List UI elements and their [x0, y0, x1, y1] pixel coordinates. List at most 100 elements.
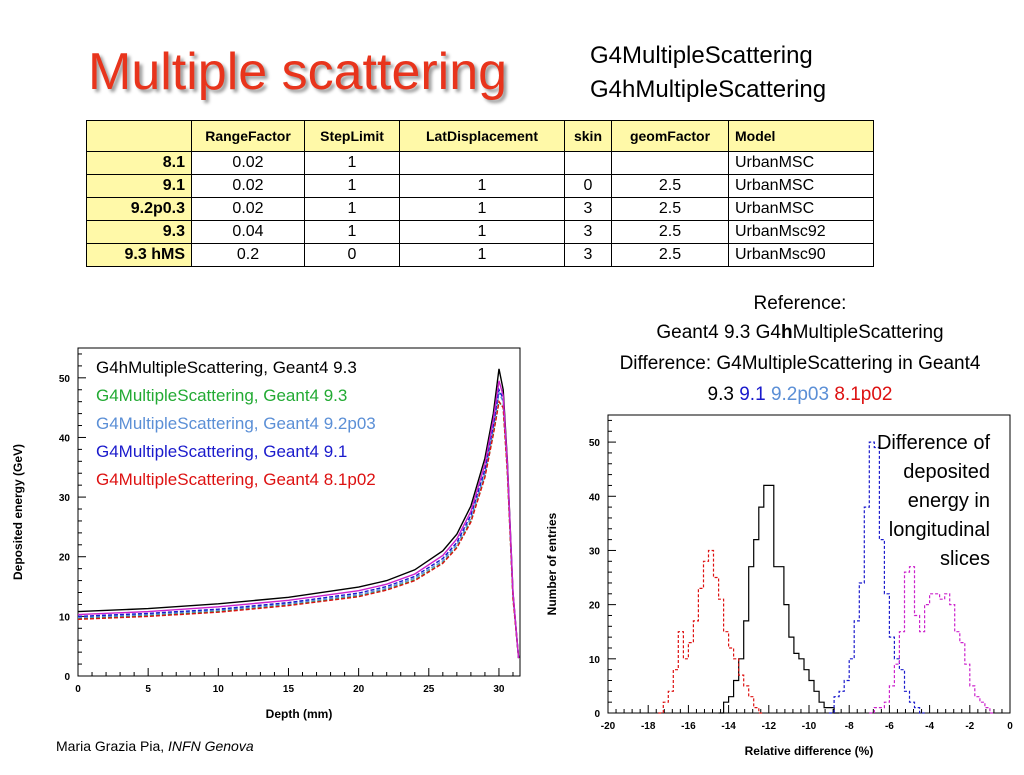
y-tick-label: 50 — [59, 374, 71, 385]
table-cell: 1 — [304, 220, 400, 244]
y-tick-label: 10 — [59, 612, 71, 623]
table-cell: 1 — [399, 243, 565, 267]
table-cell: 2.5 — [611, 243, 729, 267]
x-tick-label: 10 — [213, 684, 225, 695]
deposited-energy-chart: 0 5 10 15 20 25 30 0 10 20 30 40 50 Depth (mm) Deposit… — [11, 347, 521, 721]
table-header-cell — [86, 120, 192, 152]
table-cell-version: 9.3 — [86, 220, 192, 244]
y-tick-label: 50 — [589, 438, 601, 449]
x-tick-label: 5 — [145, 684, 151, 695]
plot-frame — [77, 347, 521, 677]
x-tick-label: -6 — [885, 721, 894, 732]
table-cell: 0 — [564, 174, 612, 198]
x-tick-label: -10 — [802, 721, 817, 732]
y-tick-label: 30 — [589, 546, 601, 557]
x-tick-label: 20 — [353, 684, 365, 695]
series-line-3 — [77, 387, 520, 659]
legend-entry: G4MultipleScattering, Geant4 9.1 — [96, 442, 348, 461]
table-cell-version: 8.1 — [86, 151, 192, 175]
table-header-cell: skin — [564, 120, 612, 152]
table-cell: 0.02 — [191, 197, 305, 221]
x-tick-label: -18 — [641, 721, 656, 732]
parameter-table: RangeFactor StepLimit LatDisplacement sk… — [86, 120, 874, 267]
table-cell: UrbanMsc90 — [728, 243, 874, 267]
x-tick-label: -16 — [681, 721, 696, 732]
author-name: Maria Grazia Pia, — [56, 738, 169, 754]
table-cell: UrbanMSC — [728, 197, 874, 221]
table-cell-version: 9.3 hMS — [86, 243, 192, 267]
table-cell: 1 — [304, 197, 400, 221]
table-row: 9.3 hMS 0.2 0 1 3 2.5 UrbanMsc90 — [86, 243, 874, 267]
reference-text: MultipleScattering — [792, 322, 944, 343]
y-tick-label: 0 — [594, 709, 600, 720]
table-cell: 2.5 — [611, 220, 729, 244]
table-header-cell: LatDisplacement — [399, 120, 565, 152]
table-cell: UrbanMSC — [728, 151, 874, 175]
x-axis-label: Depth (mm) — [266, 707, 333, 721]
x-tick-label: -14 — [721, 721, 736, 732]
y-tick-label: 40 — [589, 492, 601, 503]
x-tick-label: 0 — [75, 684, 81, 695]
difference-description: Difference: G4MultipleScattering in Gean… — [619, 353, 981, 374]
slide-title: Multiple scattering — [88, 43, 508, 101]
version-8-1p02: 8.1p02 — [834, 384, 893, 405]
table-cell: 1 — [399, 220, 565, 244]
x-tick-label: -20 — [601, 721, 616, 732]
table-cell: 0.2 — [191, 243, 305, 267]
table-cell: UrbanMSC — [728, 174, 874, 198]
x-tick-label: -8 — [845, 721, 854, 732]
table-row: 9.2p0.3 0.02 1 1 3 2.5 UrbanMSC — [86, 197, 874, 221]
x-tick-label: 30 — [493, 684, 505, 695]
table-cell: UrbanMsc92 — [728, 220, 874, 244]
y-tick-label: 10 — [589, 655, 601, 666]
table-cell: 0 — [304, 243, 400, 267]
class-name-g4hmultiplescattering: G4hMultipleScattering — [590, 76, 827, 103]
table-cell: 1 — [304, 174, 400, 198]
reference-heading: Reference: — [753, 293, 847, 314]
table-row: 9.1 0.02 1 1 0 2.5 UrbanMSC — [86, 174, 874, 198]
table-cell: 3 — [564, 197, 612, 221]
y-axis-label: Number of entries — [545, 512, 559, 615]
legend-entry: G4MultipleScattering, Geant4 9.2p03 — [96, 414, 376, 433]
table-cell: 0.02 — [191, 151, 305, 175]
table-cell: 2.5 — [611, 197, 729, 221]
x-tick-label: -4 — [925, 721, 934, 732]
annotation-line: energy in — [907, 490, 990, 512]
x-tick-label: 0 — [1007, 721, 1013, 732]
x-axis-label: Relative difference (%) — [745, 744, 874, 758]
table-cell: 3 — [564, 220, 612, 244]
histogram-series-0 — [718, 484, 840, 714]
reference-description: Geant4 9.3 G4hMultipleScattering — [586, 322, 1014, 344]
histogram-series-2 — [658, 549, 764, 714]
annotation-line: slices — [939, 548, 990, 570]
reference-text-bold: h — [781, 322, 793, 343]
y-tick-label: 20 — [589, 601, 601, 612]
author-affiliation: INFN Genova — [168, 738, 254, 754]
table-cell — [399, 151, 565, 175]
version-9-3: 9.3 — [707, 384, 734, 405]
y-tick-label: 0 — [64, 672, 70, 683]
series-line-1 — [77, 399, 520, 659]
table-cell: 0.04 — [191, 220, 305, 244]
table-header-cell: StepLimit — [304, 120, 400, 152]
y-axis-label: Deposited energy (GeV) — [11, 444, 25, 580]
table-header-cell: Model — [728, 120, 874, 152]
class-name-g4multiplescattering: G4MultipleScattering — [590, 42, 813, 69]
table-header-cell: geomFactor — [611, 120, 729, 152]
y-tick-label: 40 — [59, 433, 71, 444]
x-tick-label: -2 — [965, 721, 974, 732]
x-tick-label: -12 — [762, 721, 777, 732]
table-cell-version: 9.1 — [86, 174, 192, 198]
y-tick-label: 30 — [59, 493, 71, 504]
table-row: 9.3 0.04 1 1 3 2.5 UrbanMsc92 — [86, 220, 874, 244]
series-line-5 — [77, 380, 520, 659]
table-header-cell: RangeFactor — [191, 120, 305, 152]
table-cell: 3 — [564, 243, 612, 267]
table-header-row: RangeFactor StepLimit LatDisplacement sk… — [86, 120, 874, 152]
legend-entry: G4MultipleScattering, Geant4 9.3 — [96, 386, 348, 405]
reference-text: Geant4 9.3 G4 — [656, 322, 781, 343]
table-cell — [564, 151, 612, 175]
histogram-series-3 — [869, 566, 995, 714]
table-cell: 1 — [399, 174, 565, 198]
table-cell: 1 — [399, 197, 565, 221]
